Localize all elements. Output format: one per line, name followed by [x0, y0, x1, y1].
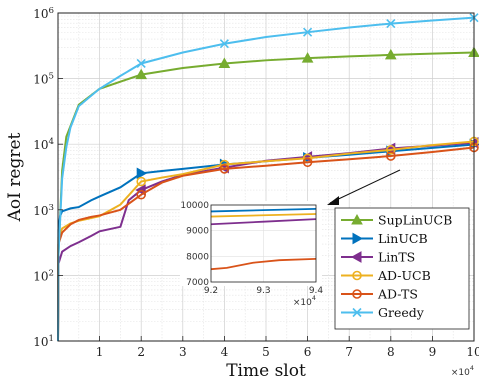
- inset-y-tick-label: 10000: [180, 201, 209, 211]
- y-tick-label: 102: [33, 268, 54, 283]
- inset-series-line-ad-ts: [210, 258, 317, 271]
- data-point-greedy: [386, 19, 396, 29]
- inset-series-line-lints: [210, 218, 317, 226]
- inset-x-exponent-label: ×104: [293, 294, 316, 308]
- marker-x-stroke: [386, 19, 396, 29]
- marker-x-stroke: [352, 307, 362, 318]
- y-tick-label: 103: [33, 203, 54, 218]
- data-point-linucb: [136, 167, 148, 180]
- data-point-suplinucb: [218, 57, 231, 68]
- inset-ticks: 7000 8000 9000 10000 9.2 9.3 9.4×104: [180, 201, 323, 308]
- series-line-greedy: [57, 16, 475, 342]
- legend-label: AD-TS: [377, 287, 418, 302]
- x-tick-label: 3: [179, 345, 187, 359]
- legend-label: SupLinUCB: [378, 213, 452, 228]
- inset-y-tick-label: 8000: [186, 252, 209, 262]
- inset-y-tick-label: 9000: [186, 227, 209, 237]
- legend-item-greedy: Greedy: [341, 305, 425, 320]
- series-line-suplinucb: [57, 51, 475, 342]
- data-point-ad-ts: [385, 151, 396, 161]
- data-point-greedy: [219, 39, 229, 49]
- inset-x-tick-label: 9.2: [204, 286, 218, 296]
- legend-marker: [350, 251, 362, 263]
- inset-series-line-linucb: [210, 207, 317, 213]
- data-point-ad-ucb: [385, 145, 396, 155]
- x-tick-label: 4: [221, 345, 229, 359]
- legend-label: Greedy: [378, 305, 425, 320]
- legend-item-ad-ucb: AD-UCB: [341, 268, 431, 283]
- x-tick-label: 7: [345, 345, 353, 359]
- x-tick-label: 10: [466, 345, 479, 359]
- inset-arrow: [327, 169, 401, 205]
- inset-x-tick-label: 9.4: [309, 286, 324, 296]
- legend-marker: [352, 307, 362, 318]
- legend-marker: [351, 213, 363, 225]
- legend-marker: [352, 232, 364, 245]
- data-point-suplinucb: [301, 52, 314, 63]
- data-point-greedy: [136, 58, 146, 69]
- ticks: 1 2 3 4 5 6 7 8 9 10 ×104 101 102 103 104 105 106: [33, 6, 479, 378]
- inset-series: [210, 207, 317, 271]
- legend-box: [334, 207, 470, 330]
- legend-label: LinTS: [378, 250, 415, 265]
- x-tick-label: 1: [96, 345, 104, 359]
- data-point-ad-ucb: [136, 176, 146, 187]
- legend-item-linucb: LinUCB: [341, 231, 428, 246]
- legend-item-lints: LinTS: [341, 250, 415, 265]
- legend-item-ad-ts: AD-TS: [341, 287, 418, 302]
- legend: SupLinUCB LinUCB LinTS AD-UCB AD-TS Greedy: [334, 207, 470, 330]
- inset-x-tick-label: 9.3: [256, 286, 270, 296]
- marker-x-stroke: [136, 58, 146, 69]
- inset-zoom: 7000 8000 9000 10000 9.2 9.3 9.4×104: [180, 201, 323, 308]
- y-tick-label: 101: [33, 334, 54, 349]
- x-exponent-label: ×104: [451, 364, 474, 378]
- x-tick-label: 9: [429, 345, 437, 359]
- y-axis-label: AoI regret: [5, 132, 25, 222]
- data-point-ad-ts: [302, 157, 313, 168]
- inset-series-line-ad-ucb: [210, 213, 317, 218]
- marker-x-stroke: [303, 27, 313, 37]
- legend-item-suplinucb: SupLinUCB: [341, 213, 452, 228]
- x-axis-label: Time slot: [226, 361, 306, 381]
- series-line-ad-ts: [57, 146, 475, 342]
- data-point-ad-ts: [136, 189, 146, 200]
- x-tick-label: 2: [137, 345, 145, 359]
- y-tick-label: 105: [33, 72, 54, 87]
- series-layer: [57, 13, 479, 342]
- y-tick-label: 106: [33, 6, 54, 21]
- legend-label: AD-UCB: [377, 268, 431, 283]
- data-point-suplinucb: [384, 48, 397, 60]
- x-tick-label: 8: [387, 345, 395, 359]
- inset-frame: [210, 204, 317, 283]
- data-point-greedy: [303, 27, 313, 37]
- series-line-ad-ucb: [57, 140, 475, 342]
- legend-marker: [352, 289, 362, 299]
- y-tick-label: 104: [33, 137, 54, 152]
- legend-label: LinUCB: [378, 231, 428, 246]
- x-tick-label: 5: [262, 345, 270, 359]
- x-tick-label: 6: [304, 345, 312, 359]
- data-point-ad-ts: [219, 164, 230, 174]
- inset-y-tick-label: 7000: [186, 278, 209, 288]
- data-point-suplinucb: [135, 68, 148, 80]
- marker-x-stroke: [219, 39, 229, 49]
- legend-marker: [352, 270, 362, 281]
